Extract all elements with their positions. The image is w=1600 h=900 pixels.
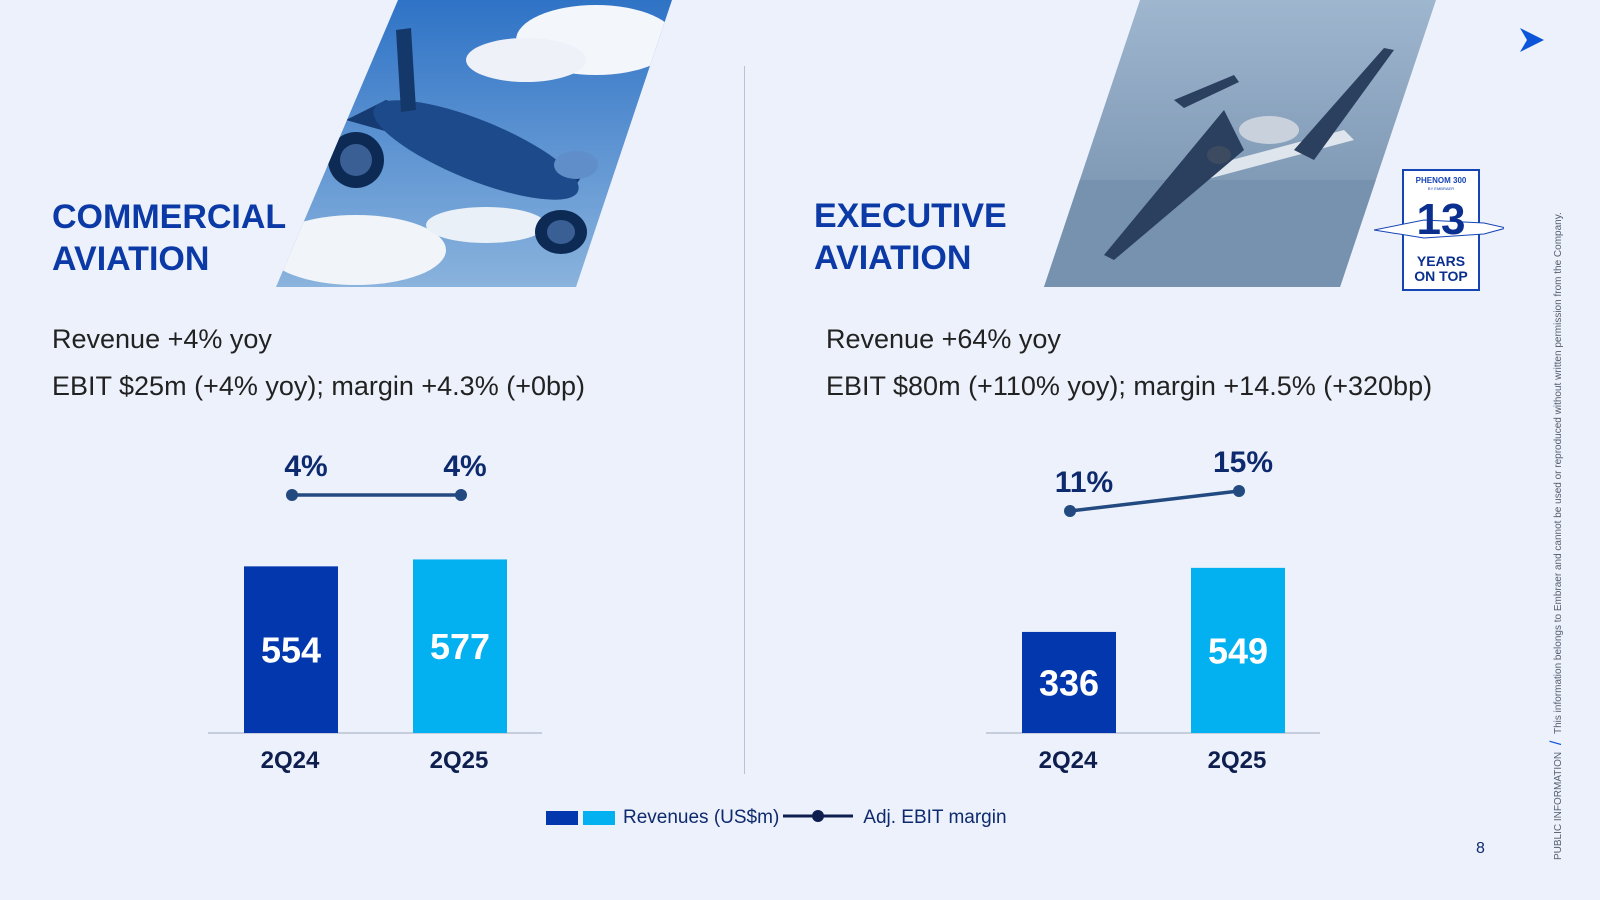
executive-title-line1: EXECUTIVE	[814, 197, 1007, 235]
executive-margin-point-2q25	[1233, 485, 1245, 497]
commercial-title-line2: AVIATION	[52, 240, 210, 278]
executive-category-2q24: 2Q24	[1039, 747, 1098, 774]
phenom-years-badge: PHENOM 300 BY EMBRAER 13 YEARS ON TOP	[1373, 168, 1507, 293]
badge-sub: BY EMBRAER	[1428, 186, 1454, 191]
commercial-jet-photo	[276, 0, 672, 287]
badge-line1: YEARS	[1417, 253, 1465, 269]
legend-line-icon	[783, 807, 854, 829]
commercial-bar-2q25	[413, 559, 507, 733]
chart-legend: Revenues (US$m) Adj. EBIT margin	[546, 806, 1007, 830]
legend-swatch-2q24	[546, 811, 578, 825]
executive-bar-value-2q25: 549	[1208, 630, 1268, 671]
commercial-bar-2q24	[244, 566, 338, 733]
disclaimer-text: This information belongs to Embraer and …	[1553, 212, 1564, 734]
commercial-margin-label-2q25: 4%	[443, 450, 486, 483]
executive-bar-2q25	[1191, 567, 1285, 733]
classification-label: PUBLIC INFORMATION	[1553, 751, 1564, 860]
executive-revenue-text: Revenue +64% yoy	[826, 324, 1061, 354]
legend-margin-label: Adj. EBIT margin	[863, 807, 1007, 828]
executive-margin-label-2q25: 15%	[1213, 446, 1273, 479]
badge-number: 13	[1417, 195, 1466, 244]
executive-margin-label-2q24: 11%	[1055, 466, 1113, 499]
commercial-category-2q25: 2Q25	[430, 747, 489, 774]
badge-brand: PHENOM 300	[1416, 176, 1467, 185]
commercial-bar-value-2q24: 554	[261, 630, 321, 671]
executive-title-line2: AVIATION	[814, 239, 972, 277]
footer-disclaimer: PUBLIC INFORMATION / This information be…	[1548, 212, 1566, 860]
executive-ebit-text: EBIT $80m (+110% yoy); margin +14.5% (+3…	[826, 371, 1433, 401]
executive-chart: 336 2Q24 549 2Q25 11% 15%	[986, 446, 1320, 774]
badge-line2: ON TOP	[1414, 268, 1467, 284]
commercial-margin-label-2q24: 4%	[284, 450, 327, 483]
commercial-bar-value-2q25: 577	[430, 626, 490, 667]
commercial-revenue-text: Revenue +4% yoy	[52, 324, 272, 354]
executive-jet-photo	[1044, 0, 1436, 287]
executive-category-2q25: 2Q25	[1208, 747, 1267, 774]
legend-revenues-label: Revenues (US$m)	[623, 807, 780, 828]
commercial-ebit-text: EBIT $25m (+4% yoy); margin +4.3% (+0bp)	[52, 371, 585, 401]
commercial-title-line1: COMMERCIAL	[52, 198, 287, 236]
executive-title: EXECUTIVE AVIATION	[814, 195, 1007, 279]
commercial-title: COMMERCIAL AVIATION	[52, 196, 286, 280]
arrow-right-icon	[1518, 27, 1546, 53]
legend-swatch-2q25	[583, 811, 615, 825]
commercial-margin-point-2q24	[286, 489, 298, 501]
executive-margin-point-2q24	[1064, 505, 1076, 517]
commercial-margin-point-2q25	[455, 489, 467, 501]
section-divider	[744, 66, 745, 774]
footer-separator: /	[1548, 740, 1565, 746]
executive-margin-line	[1069, 489, 1240, 513]
executive-bar-value-2q24: 336	[1039, 662, 1099, 703]
page-number: 8	[1476, 840, 1485, 857]
executive-bar-2q24	[1022, 631, 1116, 733]
commercial-chart: 554 2Q24 577 2Q25 4% 4%	[208, 450, 542, 774]
commercial-category-2q24: 2Q24	[261, 747, 320, 774]
